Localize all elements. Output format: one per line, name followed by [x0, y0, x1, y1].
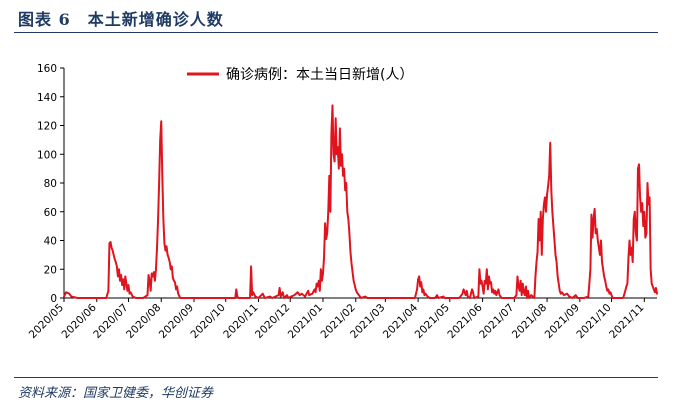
x-tick-label: 2021/11 — [607, 302, 646, 341]
y-tick-label: 100 — [37, 149, 57, 161]
x-tick-label: 2020/07 — [91, 302, 130, 341]
legend-label: 确诊病例：本土当日新增(人） — [226, 67, 413, 83]
figure-title-row: 图表 6 本土新增确诊人数 — [18, 7, 224, 29]
x-tick-label: 2021/08 — [510, 302, 549, 341]
series-line — [63, 104, 658, 299]
source-note: 资料来源：国家卫健委，华创证券 — [18, 386, 214, 401]
x-tick-label: 2021/10 — [574, 302, 613, 341]
y-tick-label: 40 — [44, 236, 57, 248]
y-tick-label: 140 — [37, 92, 57, 104]
x-tick-label: 2021/05 — [413, 302, 452, 341]
title-rule — [14, 32, 658, 33]
figure-title: 图表 6 本土新增确诊人数 — [18, 10, 224, 29]
series-group — [63, 104, 658, 299]
x-tick-label: 2021/07 — [477, 302, 516, 341]
chart-axes — [63, 68, 657, 299]
x-tick-label: 2021/01 — [286, 302, 325, 341]
y-tick-label: 160 — [37, 63, 57, 75]
source-rule — [14, 377, 658, 378]
y-axis-ticks: 0 20 40 60 80 100 120 140 160 — [37, 63, 64, 305]
x-tick-label: 2020/12 — [253, 302, 292, 341]
x-axis-ticks: 2020/052020/062020/072020/082020/092020/… — [27, 298, 646, 341]
x-tick-label: 2020/05 — [27, 302, 66, 341]
y-tick-label: 80 — [44, 178, 57, 190]
x-tick-label: 2020/10 — [189, 302, 228, 341]
x-tick-label: 2020/08 — [124, 302, 163, 341]
y-tick-label: 60 — [44, 207, 57, 219]
y-tick-label: 120 — [37, 121, 57, 133]
y-tick-label: 20 — [44, 264, 57, 276]
chart-legend: 确诊病例：本土当日新增(人） — [187, 67, 413, 83]
y-tick-label: 0 — [50, 293, 57, 305]
